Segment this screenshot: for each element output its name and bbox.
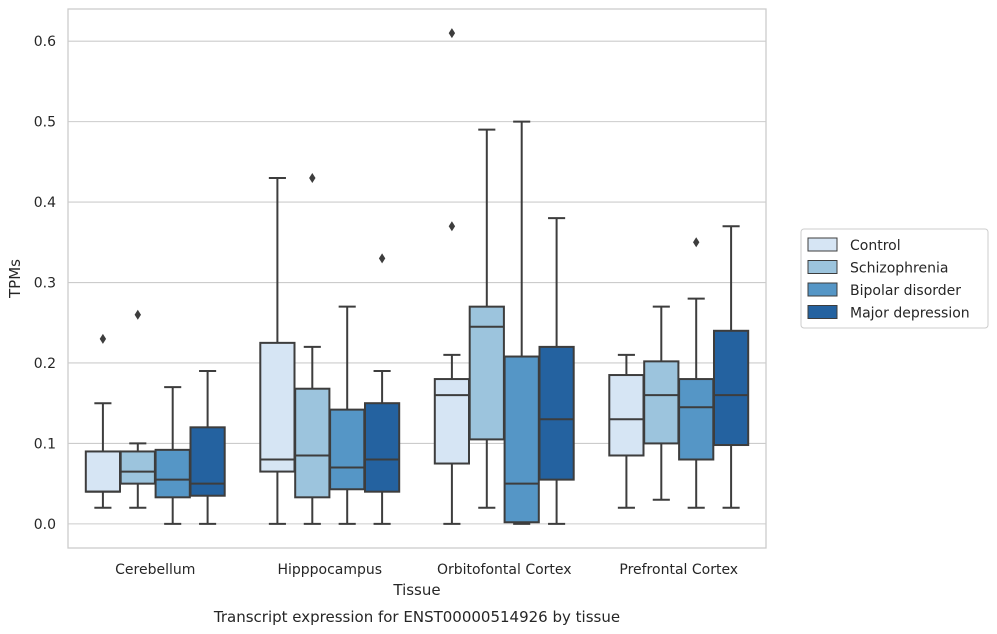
- legend-swatch: [807, 305, 838, 319]
- iqr-box: [712, 329, 750, 447]
- box-control: [84, 333, 122, 509]
- figure-caption: Transcript expression for ENST0000051492…: [213, 608, 620, 626]
- legend-label: Major depression: [850, 306, 970, 322]
- box-bipolar-disorder: [154, 386, 191, 525]
- y-tick-label: 0.1: [34, 436, 56, 452]
- legend-label: Control: [850, 238, 901, 254]
- iqr-box: [84, 450, 122, 493]
- box-control: [259, 176, 296, 525]
- box-control: [433, 28, 471, 525]
- box-major-depression: [363, 253, 401, 525]
- iqr-box: [363, 402, 401, 493]
- plot-frame: [67, 8, 767, 549]
- iqr-box: [643, 360, 680, 445]
- iqr-box: [189, 426, 226, 497]
- iqr-box: [119, 450, 156, 485]
- x-tick-label: Prefrontal Cortex: [619, 562, 738, 578]
- box-bipolar-disorder: [329, 305, 366, 525]
- x-axis-label: Tissue: [392, 581, 440, 599]
- y-axis-label: TPMs: [6, 259, 24, 299]
- box-bipolar-disorder: [503, 120, 540, 525]
- plot-boxes: [84, 28, 750, 525]
- box-schizophrenia: [468, 128, 505, 509]
- iqr-box: [433, 378, 471, 465]
- outlier-marker: [448, 221, 456, 232]
- iqr-box: [608, 374, 645, 457]
- box-schizophrenia: [294, 172, 331, 525]
- outlier-marker: [134, 309, 141, 320]
- iqr-box: [503, 355, 540, 524]
- outlier-marker: [309, 172, 316, 183]
- box-major-depression: [712, 225, 750, 509]
- legend-label: Bipolar disorder: [850, 283, 961, 299]
- outlier-marker: [448, 28, 456, 39]
- legend: Control Schizophrenia Bipolar disorder Majo…: [800, 228, 989, 329]
- y-tick-labels: 0.0 0.1 0.2 0.3 0.4 0.5 0.6: [34, 34, 56, 533]
- iqr-box: [259, 341, 296, 473]
- legend-label: Schizophrenia: [850, 261, 948, 277]
- iqr-box: [329, 408, 366, 491]
- y-tick-label: 0.3: [34, 276, 56, 292]
- legend-swatch: [807, 237, 838, 252]
- legend-frame: [800, 228, 989, 329]
- box-bipolar-disorder: [678, 237, 715, 509]
- iqr-box: [468, 305, 505, 441]
- iqr-box: [154, 448, 191, 499]
- x-tick-label: Cerebellum: [115, 562, 195, 578]
- grid-lines: [68, 40, 766, 525]
- y-tick-label: 0.2: [34, 356, 56, 372]
- box-schizophrenia: [119, 309, 156, 509]
- y-tick-label: 0.0: [34, 517, 56, 533]
- y-tick-label: 0.5: [34, 115, 56, 131]
- iqr-box: [678, 378, 715, 461]
- iqr-box: [538, 345, 575, 481]
- y-tick-label: 0.4: [34, 195, 56, 211]
- x-tick-label: Orbitofontal Cortex: [437, 562, 572, 578]
- x-tick-label: Hipppocampus: [277, 562, 382, 578]
- outlier-marker: [99, 333, 107, 344]
- box-schizophrenia: [643, 305, 680, 501]
- outlier-marker: [378, 253, 386, 264]
- box-control: [608, 353, 645, 509]
- outlier-marker: [693, 237, 700, 248]
- iqr-box: [294, 387, 331, 499]
- legend-swatch: [807, 260, 838, 274]
- y-tick-label: 0.6: [34, 34, 56, 50]
- legend-swatch: [807, 282, 838, 297]
- box-major-depression: [538, 217, 575, 525]
- box-major-depression: [189, 370, 226, 525]
- x-tick-labels: Cerebellum Hipppocampus Orbitofontal Corte…: [115, 562, 738, 578]
